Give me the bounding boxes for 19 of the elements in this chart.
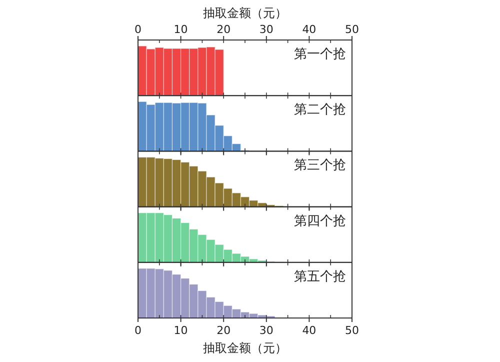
x2-axis-title: 抽取金额（元）	[203, 6, 287, 20]
x-tick-label: 10	[174, 324, 188, 337]
x-tick-label: 30	[259, 324, 274, 337]
chart-title: 第二个抢	[294, 102, 346, 118]
x2-tick-label: 40	[302, 23, 316, 36]
x2-tick-label: 0	[134, 23, 142, 36]
x2-tick-label: 10	[174, 23, 188, 36]
x-tick-label: 0	[134, 324, 142, 337]
x2-tick-label: 50	[345, 23, 359, 36]
x-tick-label: 50	[345, 324, 359, 337]
chart-title: 第一个抢	[294, 47, 346, 62]
x2-tick-label: 20	[216, 23, 231, 36]
x-tick-label: 40	[302, 324, 316, 337]
x-tick-label: 20	[216, 324, 231, 337]
x-axis-title: 抽取金额（元）	[203, 341, 287, 355]
chart-title: 第四个抢	[294, 214, 346, 229]
chart-title: 第五个抢	[294, 269, 346, 284]
x2-tick-label: 30	[259, 23, 274, 36]
chart-title: 第三个抢	[294, 158, 346, 174]
